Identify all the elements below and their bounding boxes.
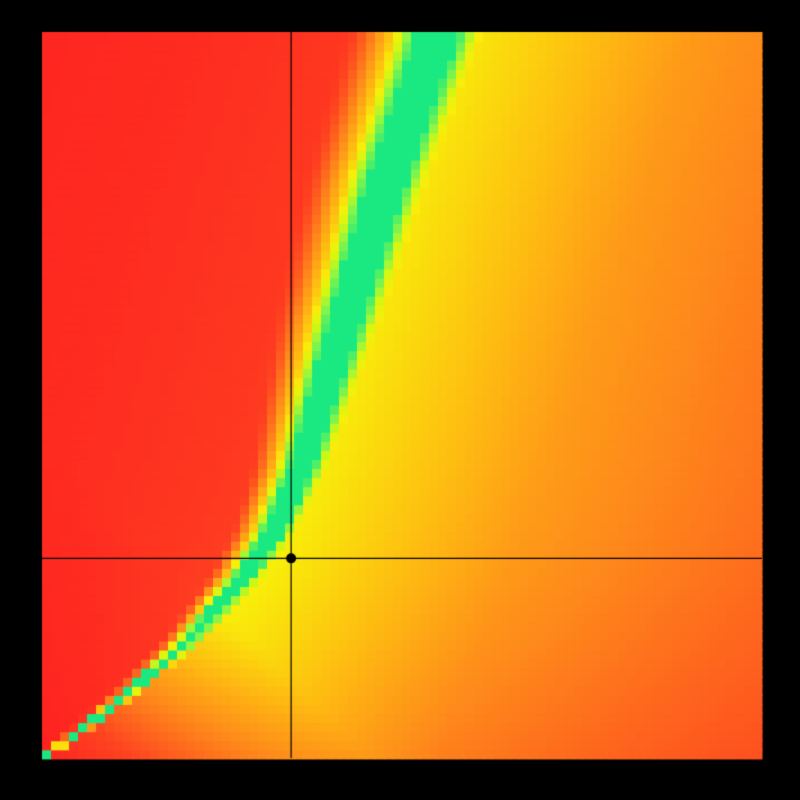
bottleneck-heatmap	[0, 0, 800, 800]
chart-container: TheBottleneck.com	[0, 0, 800, 800]
